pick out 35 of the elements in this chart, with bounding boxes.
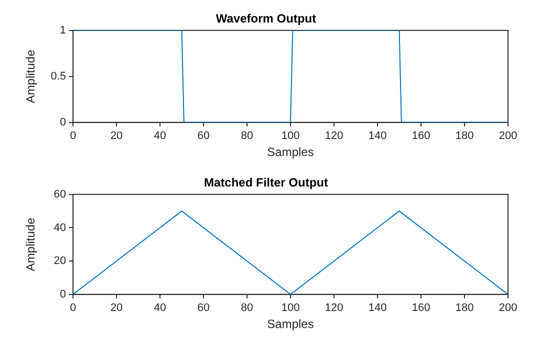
y-tick-label: 0.5	[50, 70, 66, 82]
x-tick-label: 40	[154, 130, 166, 142]
x-tick-label: 120	[324, 130, 344, 142]
x-tick-label: 100	[281, 302, 300, 314]
y-tick-label: 20	[54, 255, 66, 268]
chart-title: Waveform Output	[216, 12, 316, 26]
chart-title: Matched Filter Output	[204, 176, 328, 190]
x-tick-label: 0	[70, 130, 76, 142]
y-tick-label: 40	[54, 222, 66, 234]
x-tick-label: 180	[455, 130, 474, 142]
x-tick-label: 100	[281, 130, 300, 142]
x-axis-title: Samples	[267, 145, 314, 160]
x-tick-label: 60	[197, 130, 210, 142]
x-tick-label: 60	[197, 302, 210, 314]
y-tick-label: 0	[60, 288, 66, 300]
x-tick-label: 80	[240, 130, 254, 142]
x-tick-label: 20	[110, 130, 123, 142]
x-tick-label: 140	[368, 302, 387, 314]
x-tick-label: 160	[412, 130, 430, 142]
x-tick-label: 180	[455, 302, 474, 314]
x-tick-label: 40	[154, 302, 166, 314]
x-tick-label: 20	[110, 302, 123, 314]
x-tick-label: 120	[324, 302, 344, 314]
y-tick-label: 0	[60, 116, 66, 128]
x-axis-title: Samples	[267, 317, 314, 332]
y-axis-title: Amplitude	[24, 49, 38, 104]
x-tick-label: 160	[412, 302, 430, 314]
x-tick-label: 140	[368, 130, 387, 142]
x-tick-label: 200	[498, 130, 518, 142]
x-tick-label: 0	[70, 302, 76, 314]
x-tick-label: 200	[498, 302, 518, 314]
y-tick-label: 60	[54, 188, 66, 200]
x-tick-label: 80	[240, 302, 254, 314]
y-tick-label: 1	[60, 24, 66, 36]
y-axis-title: Amplitude	[24, 217, 38, 272]
